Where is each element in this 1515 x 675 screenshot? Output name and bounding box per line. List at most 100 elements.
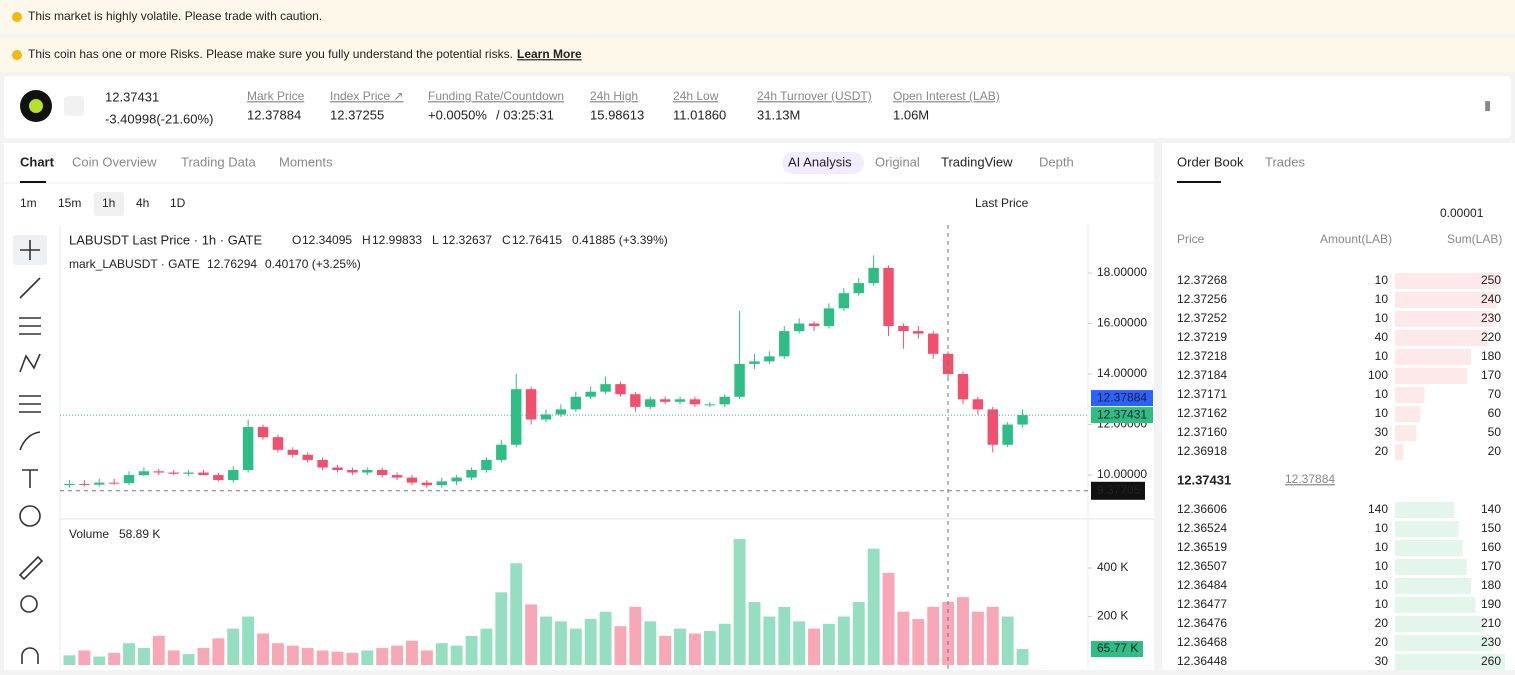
candle-body — [630, 394, 641, 407]
volume-bar — [852, 601, 865, 665]
candle-body — [972, 399, 984, 410]
depth-bar — [1395, 406, 1421, 422]
ob-price: 12.37219 — [1177, 330, 1227, 344]
candle-body — [898, 326, 909, 332]
volume-bar — [525, 604, 538, 665]
ob-sum: 210 — [1481, 616, 1501, 630]
volume-bar — [78, 650, 91, 665]
ob-tab[interactable]: Trades — [1265, 154, 1305, 169]
interval[interactable]: 1h — [102, 196, 115, 210]
ob-price: 12.36606 — [1177, 502, 1227, 516]
ob-amount: 10 — [1375, 292, 1389, 306]
volume-bar — [286, 645, 299, 665]
last-price-box — [1091, 407, 1153, 424]
candle-body — [376, 470, 388, 476]
stat-label: Index Price ↗ — [330, 89, 403, 103]
ob-amount: 20 — [1375, 616, 1389, 630]
tab[interactable]: Chart — [20, 154, 55, 169]
last-price: 12.37431 — [105, 89, 159, 104]
ob-header: Price — [1177, 232, 1205, 246]
pattern-tool[interactable] — [19, 353, 41, 373]
candle-body — [853, 283, 864, 294]
ob-amount: 10 — [1375, 597, 1389, 611]
text-tool[interactable] — [22, 469, 38, 488]
ob-price: 12.36519 — [1177, 540, 1227, 554]
zoom-tool[interactable] — [20, 595, 38, 613]
ruler-tool[interactable] — [18, 555, 44, 581]
tab[interactable]: Coin Overview — [72, 154, 157, 169]
candle-body — [466, 470, 477, 478]
volume-bar — [554, 621, 567, 665]
volume-bar — [718, 623, 731, 665]
candle-body — [749, 361, 760, 364]
candle-body — [927, 333, 939, 354]
legend-mark-change: 0.40170 (+3.25%) — [265, 257, 361, 271]
candle-body — [421, 482, 433, 486]
volume-bar — [614, 626, 627, 665]
brush-tool[interactable] — [19, 431, 41, 451]
learn-more[interactable]: Learn More — [517, 47, 582, 61]
tab[interactable]: Moments — [279, 154, 333, 169]
volume-bar — [197, 648, 210, 665]
view-tab[interactable]: Original — [875, 154, 920, 169]
stat-value: 31.13M — [757, 107, 800, 122]
volume-tick-label: 400 K — [1097, 560, 1128, 574]
depth-bar — [1395, 597, 1476, 613]
volume-bar — [465, 635, 478, 665]
crosshair-tool[interactable] — [20, 240, 40, 260]
view-tab[interactable]: Depth — [1039, 154, 1074, 169]
ob-sum: 230 — [1481, 311, 1501, 325]
volume-bar — [93, 656, 106, 665]
candle-body — [645, 399, 656, 407]
volume-bar — [778, 606, 791, 665]
ai-pill[interactable] — [782, 152, 864, 174]
volume-bar — [733, 538, 746, 665]
candle-body — [168, 472, 179, 474]
candle-body — [913, 331, 924, 334]
line-tool[interactable] — [19, 277, 41, 299]
volume-bar — [1001, 616, 1014, 665]
interval[interactable]: 4h — [136, 196, 149, 210]
depth-bar — [1395, 425, 1417, 441]
candle-body — [555, 409, 567, 415]
depth-bar — [1395, 368, 1467, 384]
tab[interactable]: Trading Data — [181, 154, 256, 169]
volume-bar — [867, 548, 880, 665]
volume-bar — [257, 633, 270, 665]
volume-bar — [703, 631, 716, 665]
view-tab[interactable]: AI Analysis — [788, 154, 852, 169]
ob-sum: 180 — [1481, 578, 1501, 592]
ob-tab[interactable]: Order Book — [1177, 154, 1244, 169]
tab-underline — [20, 181, 46, 183]
precision[interactable]: 0.00001 — [1440, 206, 1484, 220]
emoji-tool[interactable] — [19, 505, 41, 527]
ob-amount: 10 — [1375, 559, 1389, 573]
interval[interactable]: 15m — [58, 196, 81, 210]
projection-tool[interactable] — [19, 395, 41, 413]
y-tick-label: 16.00000 — [1097, 316, 1147, 330]
menu-icon[interactable]: ▮ — [1484, 97, 1491, 112]
candle-body — [779, 331, 790, 357]
price-source[interactable]: Last Price — [975, 196, 1029, 210]
candle-body — [674, 399, 686, 402]
ob-price: 12.37184 — [1177, 368, 1227, 382]
candle-body — [287, 449, 299, 455]
volume-bar — [897, 611, 910, 665]
view-tab[interactable]: TradingView — [941, 154, 1013, 169]
ob-amount: 10 — [1375, 387, 1389, 401]
ob-sum: 20 — [1488, 444, 1502, 458]
interval[interactable]: 1D — [170, 196, 186, 210]
y-tick-label: 10.00000 — [1097, 467, 1147, 481]
candle-body — [257, 427, 269, 438]
tab-underline — [1177, 181, 1221, 183]
interval[interactable]: 1m — [20, 196, 37, 210]
favorite[interactable] — [64, 96, 84, 116]
ob-header: Sum(LAB) — [1447, 232, 1502, 246]
fib-tool[interactable] — [19, 317, 41, 335]
ob-sum: 170 — [1481, 368, 1501, 382]
ohlc-value: 12.99833 — [372, 233, 422, 247]
crosshair-label: 9.37705 — [1097, 483, 1141, 497]
candle-body — [511, 389, 522, 445]
magnet-tool[interactable] — [21, 647, 39, 664]
